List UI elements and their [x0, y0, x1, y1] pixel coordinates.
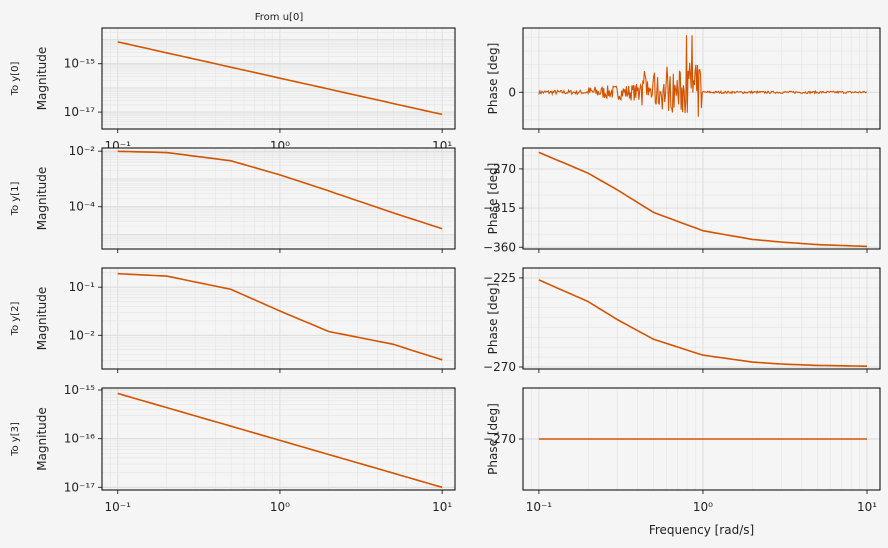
figure-title: From u[0] [255, 12, 304, 23]
row3-phase-xtick-label: 10⁰ [693, 500, 713, 514]
frequency-xlabel: Frequency [rad/s] [649, 523, 754, 537]
row-label-y3: To y[3] [10, 422, 21, 457]
row1-magnitude-ytick-label: 10⁻² [69, 144, 96, 158]
row2-phase-ylabel: Phase [deg] [486, 283, 500, 355]
row1-phase-ytick-label: −360 [483, 240, 516, 254]
row-label-y1: To y[1] [10, 182, 21, 217]
row3-magnitude-ylabel: Magnitude [35, 407, 49, 471]
row3-magnitude-ytick-label: 10⁻¹⁶ [64, 432, 95, 446]
row0-phase-ytick-label: 0 [508, 85, 516, 99]
row3-magnitude-ytick-label: 10⁻¹⁵ [64, 383, 95, 397]
row2-magnitude-ylabel: Magnitude [35, 287, 49, 351]
row1-magnitude-ytick-label: 10⁻⁴ [69, 200, 96, 214]
subplot-row2-phase: −225 −270 Phase [deg] [483, 267, 881, 374]
row3-phase-ytick-label: −270 [483, 432, 516, 446]
row2-magnitude-ytick-label: 10⁻¹ [69, 280, 96, 294]
subplot-row3-magnitude: 10⁻¹⁵ 10⁻¹⁶ 10⁻¹⁷ Magnitude To y[3] 10⁻¹ 10⁰ 10… [10, 383, 456, 514]
subplot-grid: 10⁻¹⁵ 10⁻¹⁷ Magnitude To y[0] 10⁻¹ 10⁰ 10¹ 0 Pha… [10, 27, 881, 537]
row1-phase-ytick-label: −270 [483, 162, 516, 176]
row3-phase-xtick-label: 10¹ [857, 500, 877, 514]
row1-phase-ytick-label: −315 [483, 201, 516, 215]
row2-phase-ytick-label: −225 [483, 271, 516, 285]
subplot-row1-phase: −270 −315 −360 Phase [deg] [483, 147, 881, 254]
row0-magnitude-response-line [117, 41, 443, 116]
row2-magnitude-ytick-label: 10⁻² [69, 328, 96, 342]
row0-magnitude-ytick-label: 10⁻¹⁵ [64, 57, 95, 71]
row3-phase-ylabel: Phase [deg] [486, 403, 500, 475]
row0-magnitude-ytick-label: 10⁻¹⁷ [64, 105, 95, 119]
row2-magnitude-response-line [117, 272, 443, 361]
row1-phase-ylabel: Phase [deg] [486, 163, 500, 235]
row3-magnitude-xtick-label: 10⁰ [270, 500, 290, 514]
row2-phase-response-line [538, 279, 868, 367]
row3-phase-xtick-label: 10⁻¹ [526, 500, 553, 514]
row3-magnitude-xtick-label: 10⁻¹ [105, 500, 132, 514]
row3-magnitude-xtick-label: 10¹ [432, 500, 452, 514]
row3-magnitude-response-line [117, 392, 443, 489]
row-label-y0: To y[0] [10, 62, 21, 97]
row0-phase-ylabel: Phase [deg] [486, 43, 500, 115]
row3-magnitude-ytick-label: 10⁻¹⁷ [64, 480, 95, 494]
row0-magnitude-ylabel: Magnitude [35, 47, 49, 111]
row2-phase-ytick-label: −270 [483, 360, 516, 374]
subplot-row1-magnitude: 10⁻² 10⁻⁴ Magnitude To y[1] [10, 144, 456, 253]
row1-magnitude-response-line [117, 150, 443, 230]
subplot-row2-magnitude: 10⁻¹ 10⁻² Magnitude To y[2] [10, 267, 456, 373]
row0-phase-response-line [538, 35, 867, 117]
subplot-row0-phase: 0 Phase [deg] [486, 27, 881, 133]
row1-magnitude-ylabel: Magnitude [35, 167, 49, 231]
row-label-y2: To y[2] [10, 302, 21, 337]
row1-phase-response-line [538, 151, 868, 248]
